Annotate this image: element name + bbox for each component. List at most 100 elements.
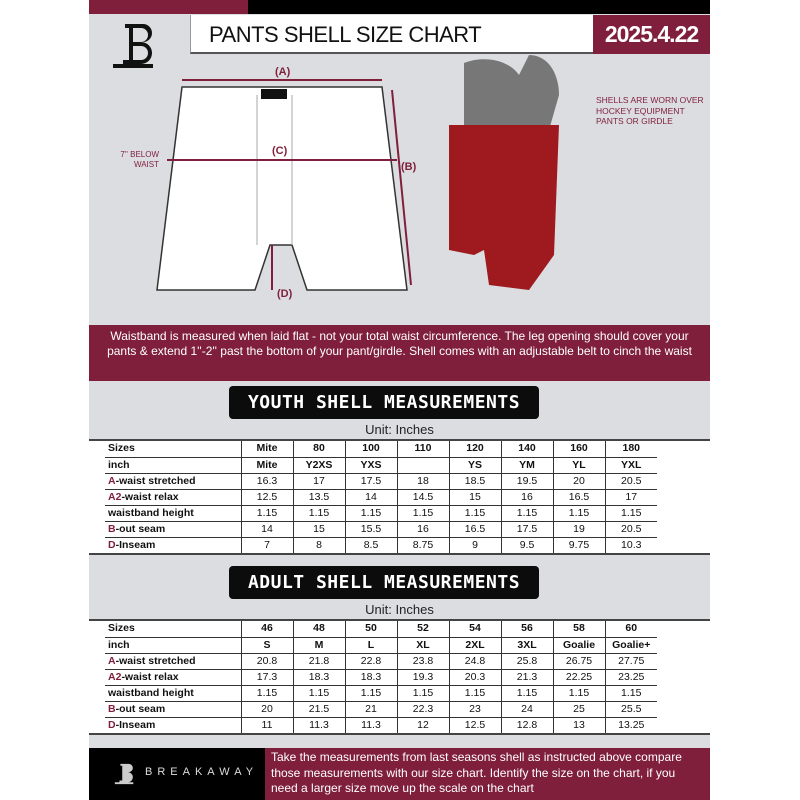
table-cell: 1.15: [396, 685, 449, 702]
table-cell: 1.15: [552, 685, 605, 702]
table-cell: 16.5: [552, 489, 605, 506]
row-label: A-waist stretched: [105, 653, 241, 670]
row-label-text: waistband height: [108, 686, 194, 699]
table-cell: [396, 457, 449, 474]
table-cell: 22.3: [396, 701, 449, 718]
table-cell: 1.15: [292, 505, 345, 522]
table-cell: 16: [500, 489, 553, 506]
table-cell: 48: [292, 621, 345, 638]
table-row: Sizes Mite 80 100 110 120 140 160 180: [105, 441, 657, 458]
row-label: B-out seam: [105, 521, 241, 538]
table-row: A-waist stretched 20.8 21.8 22.8 23.8 24.8 25.…: [105, 653, 657, 670]
table-cell: 1.15: [604, 505, 657, 522]
table-cell: 80: [292, 441, 345, 458]
title-box: PANTS SHELL SIZE CHART: [190, 15, 594, 54]
table-row: waistband height 1.15 1.15 1.15 1.15 1.15 1.15…: [105, 505, 657, 522]
row-label: B-out seam: [105, 701, 241, 718]
table-cell: 13: [552, 717, 605, 733]
table-cell: 19.5: [500, 473, 553, 490]
table-cell: 120: [448, 441, 501, 458]
table-cell: 9.5: [500, 537, 553, 553]
table-cell: 23.25: [604, 669, 657, 686]
table-cell: 9: [448, 537, 501, 553]
measurement-banner: Waistband is measured when laid flat - n…: [89, 325, 710, 381]
label-d: (D): [277, 288, 293, 300]
page-title: PANTS SHELL SIZE CHART: [209, 22, 482, 47]
table-cell: 1.15: [448, 685, 501, 702]
table-cell: XL: [396, 637, 449, 654]
size-chart-page: PANTS SHELL SIZE CHART 2025.4.22 (A) (C)…: [89, 0, 710, 800]
table-cell: 17.5: [500, 521, 553, 538]
row-label-text: waistband height: [108, 506, 194, 519]
youth-table: Sizes Mite 80 100 110 120 140 160 180 inch Mite Y2X…: [89, 439, 710, 555]
table-cell: 22.25: [552, 669, 605, 686]
label-c: (C): [272, 145, 288, 157]
table-cell: 25.5: [604, 701, 657, 718]
table-cell: 14: [344, 489, 397, 506]
table-cell: 160: [552, 441, 605, 458]
table-row: waistband height 1.15 1.15 1.15 1.15 1.15 1.15…: [105, 685, 657, 702]
table-cell: YM: [500, 457, 553, 474]
table-row: inch Mite Y2XS YXS YS YM YL YXL: [105, 457, 657, 474]
row-label: waistband height: [105, 505, 241, 522]
table-cell: 19.3: [396, 669, 449, 686]
table-cell: 27.75: [604, 653, 657, 670]
table-cell: 20: [552, 473, 605, 490]
measure-letter: A: [108, 474, 116, 487]
table-cell: 16: [396, 521, 449, 538]
table-cell: 24.8: [448, 653, 501, 670]
table-cell: 21: [344, 701, 397, 718]
row-label-text: inch: [108, 638, 130, 651]
table-row: A-waist stretched 16.3 17 17.5 18 18.5 19.5 20 2…: [105, 473, 657, 490]
table-cell: Mite: [240, 441, 293, 458]
table-cell: Mite: [240, 457, 293, 474]
table-row: B-out seam 20 21.5 21 22.3 23 24 25 25.5: [105, 701, 657, 718]
table-cell: 1.15: [500, 685, 553, 702]
table-cell: 1.15: [344, 505, 397, 522]
table-cell: 54: [448, 621, 501, 638]
table-cell: 21.3: [500, 669, 553, 686]
measure-letter: D: [108, 718, 116, 731]
table-cell: 20.8: [240, 653, 293, 670]
table-cell: 180: [604, 441, 657, 458]
measure-letter: A2: [108, 670, 122, 683]
table-cell: 60: [604, 621, 657, 638]
table-cell: 1.15: [552, 505, 605, 522]
table-cell: M: [292, 637, 345, 654]
table-cell: 25: [552, 701, 605, 718]
row-label: D-Inseam: [105, 537, 241, 553]
table-cell: 15: [292, 521, 345, 538]
table-cell: 18: [396, 473, 449, 490]
table-cell: 17.5: [344, 473, 397, 490]
row-label: inch: [105, 457, 241, 474]
table-cell: 1.15: [500, 505, 553, 522]
table-cell: 13.25: [604, 717, 657, 733]
table-cell: 7: [240, 537, 293, 553]
below-waist-note: 7'' BELOW WAIST: [120, 150, 159, 169]
row-label-text: -out seam: [115, 522, 166, 535]
table-cell: 20: [240, 701, 293, 718]
table-cell: 12.5: [240, 489, 293, 506]
table-row: inch S M L XL 2XL 3XL Goalie Goalie+: [105, 637, 657, 654]
table-cell: 17: [604, 489, 657, 506]
table-cell: 24: [500, 701, 553, 718]
adult-title: ADULT SHELL MEASUREMENTS: [229, 566, 539, 599]
label-b: (B): [401, 161, 417, 173]
breakaway-logo-small: [114, 763, 134, 785]
measure-letter: B: [108, 522, 116, 535]
table-cell: 1.15: [240, 685, 293, 702]
table-cell: 25.8: [500, 653, 553, 670]
table-cell: 13.5: [292, 489, 345, 506]
table-cell: Goalie: [552, 637, 605, 654]
table-cell: YXS: [344, 457, 397, 474]
table-cell: S: [240, 637, 293, 654]
table-cell: 1.15: [396, 505, 449, 522]
table-cell: 1.15: [240, 505, 293, 522]
table-cell: 8: [292, 537, 345, 553]
table-cell: 11: [240, 717, 293, 733]
table-row: A2-waist relax 17.3 18.3 18.3 19.3 20.3 21.3 22…: [105, 669, 657, 686]
measure-letter: B: [108, 702, 116, 715]
table-cell: L: [344, 637, 397, 654]
row-label: waistband height: [105, 685, 241, 702]
row-label-text: -waist stretched: [115, 654, 196, 667]
